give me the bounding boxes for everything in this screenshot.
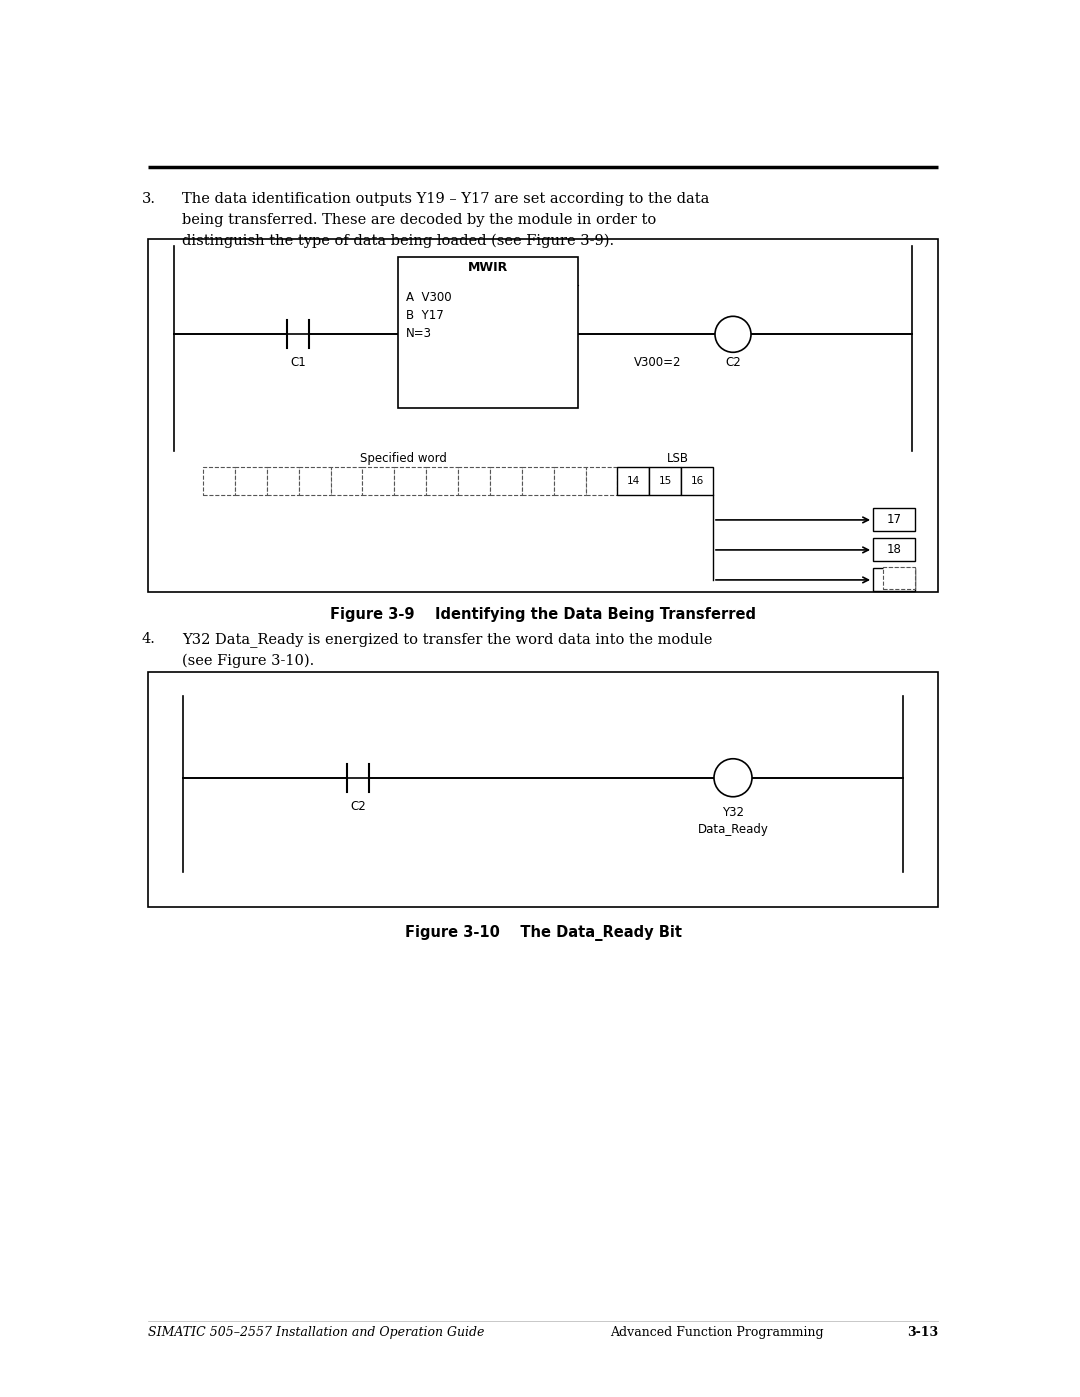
Bar [203,467,234,495]
Bar [873,538,915,562]
Bar [458,467,490,495]
Circle shape [714,759,752,796]
Text: 15: 15 [659,476,672,486]
Bar [585,467,618,495]
Bar [554,467,585,495]
Bar [873,509,915,531]
Text: Y32 Data_Ready is energized to transfer the word data into the module
(see Figur: Y32 Data_Ready is energized to transfer … [183,631,713,668]
Bar [363,467,394,495]
Text: 16: 16 [690,476,704,486]
Text: C1: C1 [291,356,306,369]
Text: Advanced Function Programming: Advanced Function Programming [610,1326,824,1338]
Text: MWIR: MWIR [468,261,508,274]
Bar [148,239,939,592]
Bar [267,467,299,495]
Bar [618,467,649,495]
Bar [299,467,330,495]
Text: C2: C2 [350,799,366,813]
Circle shape [715,316,751,352]
Text: 17: 17 [887,514,902,527]
Text: 19: 19 [887,573,902,587]
Text: LSB: LSB [667,451,689,465]
Text: 18: 18 [887,543,902,556]
Bar [427,467,458,495]
Text: 4.: 4. [141,631,156,645]
Bar [883,567,915,590]
Text: V300=2: V300=2 [634,356,681,369]
Text: Figure 3-10    The Data_Ready Bit: Figure 3-10 The Data_Ready Bit [405,925,681,942]
Bar [490,467,522,495]
Text: The data identification outputs Y19 – Y17 are set according to the data
being tr: The data identification outputs Y19 – Y1… [183,191,710,247]
Text: A  V300
B  Y17
N=3: A V300 B Y17 N=3 [406,291,451,339]
Text: Specified word: Specified word [360,451,446,465]
Text: Figure 3-9    Identifying the Data Being Transferred: Figure 3-9 Identifying the Data Being Tr… [330,608,756,622]
Text: 3.: 3. [141,191,156,205]
Bar [649,467,681,495]
Bar [681,467,713,495]
Bar [234,467,267,495]
Text: C2: C2 [725,356,741,369]
Text: Y32
Data_Ready: Y32 Data_Ready [698,806,769,835]
Bar [394,467,427,495]
Bar [522,467,554,495]
Text: 3-13: 3-13 [907,1326,939,1338]
Text: SIMATIC 505–2557 Installation and Operation Guide: SIMATIC 505–2557 Installation and Operat… [148,1326,484,1338]
Bar [148,672,939,907]
Bar [330,467,363,495]
Bar [873,569,915,591]
Text: 14: 14 [626,476,640,486]
Bar [399,257,578,408]
